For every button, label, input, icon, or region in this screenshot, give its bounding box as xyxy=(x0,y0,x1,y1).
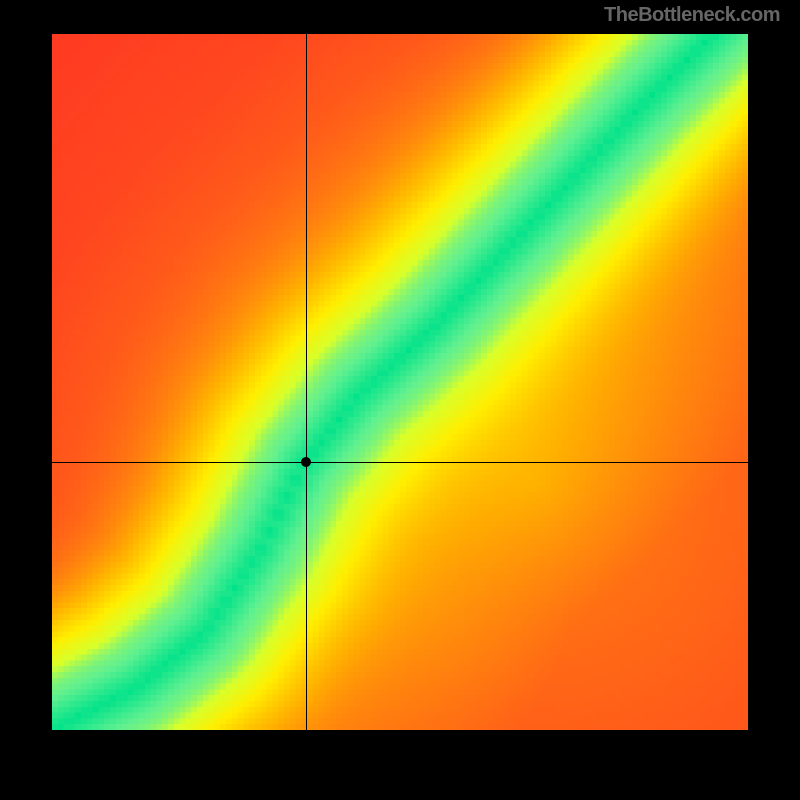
crosshair-vertical xyxy=(306,34,307,730)
bottleneck-heatmap xyxy=(52,34,748,730)
chart-container: TheBottleneck.com xyxy=(0,0,800,800)
attribution-text: TheBottleneck.com xyxy=(604,4,780,27)
selection-marker xyxy=(301,457,311,467)
crosshair-horizontal xyxy=(52,462,748,463)
